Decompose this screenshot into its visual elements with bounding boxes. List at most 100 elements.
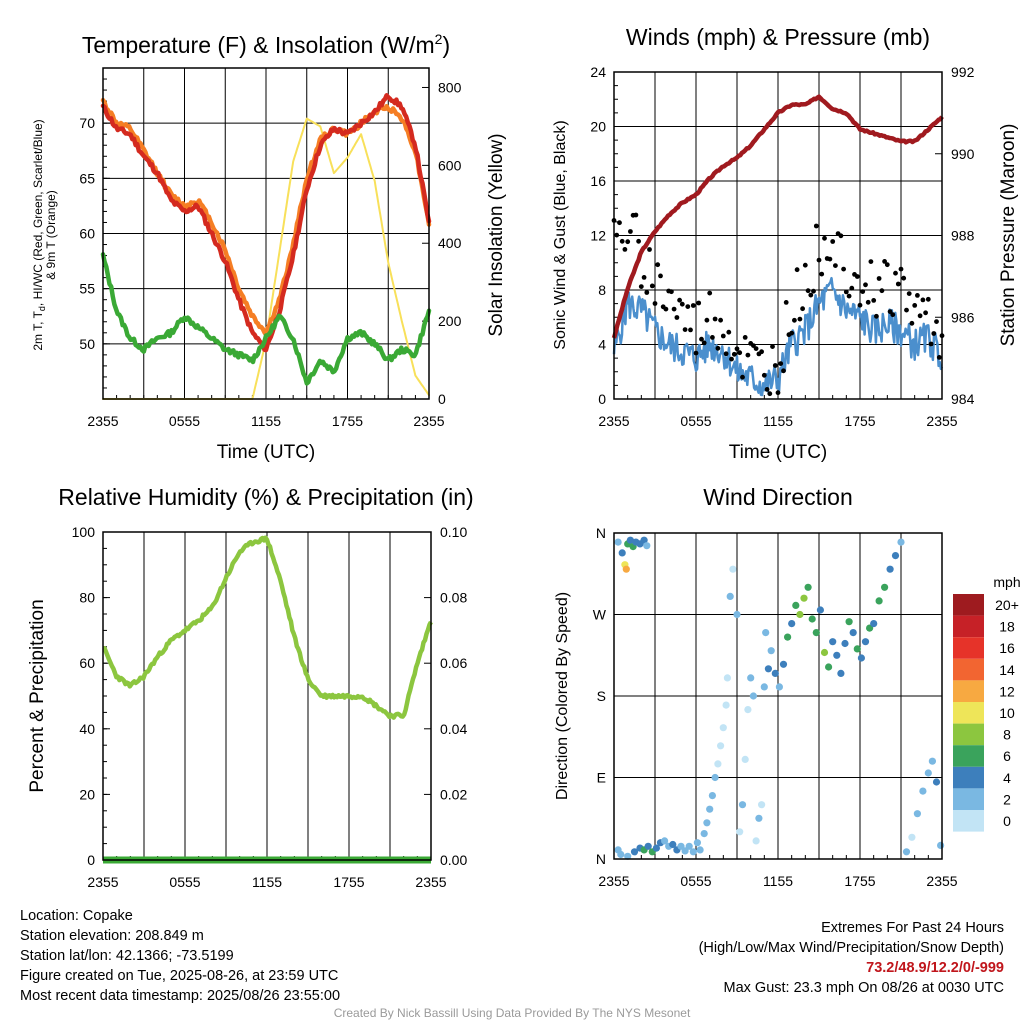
gust-point (874, 313, 879, 319)
gust-point (761, 372, 767, 378)
wind-direction-point (693, 839, 702, 847)
wind-direction-point (808, 615, 816, 623)
gust-point (846, 293, 852, 299)
speed-legend-swatch (953, 680, 984, 702)
wind-direction-point (932, 778, 941, 786)
wind-direction-point (845, 618, 853, 626)
temperature-ylabel-line2: & 9m T (Orange) (44, 190, 58, 280)
wind-ytick-label: 8 (598, 282, 606, 298)
wind-direction-point (630, 848, 639, 856)
humidity-plot-frame (102, 531, 432, 861)
speed-legend-swatch (953, 788, 984, 810)
wind-direction-point (711, 773, 719, 782)
wind-direction-point (747, 674, 755, 682)
wind-direction-point (816, 606, 825, 614)
dir-xtick-label: 1755 (844, 873, 875, 889)
gust-point (649, 283, 655, 289)
wind-direction-point (617, 850, 625, 859)
gust-point (800, 306, 805, 312)
wind-direction-point (652, 844, 661, 852)
rh-xtick-label: 1155 (252, 874, 282, 890)
temperature-plot-frame (102, 67, 430, 400)
gust-point (669, 289, 674, 295)
gust-point (778, 361, 784, 366)
gust-point (904, 307, 909, 313)
gust-point (740, 374, 745, 380)
wind-direction-point (618, 549, 626, 557)
speed-legend-label: 18 (999, 619, 1015, 635)
gust-point (797, 316, 803, 322)
dir-xtick-label: 0555 (680, 873, 711, 889)
wind-direction-point (733, 610, 741, 619)
recent-timestamp: Most recent data timestamp: 2025/08/26 2… (20, 988, 341, 1004)
rh-ytick-label: 60 (79, 655, 95, 671)
rh-y2tick-label: 0.08 (440, 590, 467, 606)
wind-direction-point (881, 583, 889, 591)
gust-point (710, 335, 715, 340)
wind-direction-point (841, 639, 849, 648)
gust-point (617, 220, 622, 226)
gust-point (704, 317, 710, 323)
rh-y2tick-label: 0.02 (440, 786, 467, 802)
wind-direction-point (796, 610, 804, 619)
gust-point (701, 340, 707, 346)
gust-point (674, 315, 680, 320)
wind-ytick-label: 0 (598, 391, 606, 407)
wind-direction-point (744, 706, 752, 714)
wind-direction-point (726, 592, 734, 601)
speed-legend-swatch (953, 615, 984, 638)
gust-point (854, 274, 860, 279)
dir-ytick-label: W (593, 607, 607, 623)
wind-direction-point (897, 538, 905, 546)
speed-legend-label: 6 (1003, 748, 1011, 764)
gust-point (890, 312, 896, 318)
wind-direction-point (640, 536, 648, 544)
gust-point (898, 266, 904, 272)
speed-legend-label: 20+ (995, 597, 1019, 613)
gust-point (925, 296, 931, 302)
dir-ytick-label: S (597, 688, 606, 704)
wind-direction-point (857, 654, 866, 662)
rh-y2tick-label: 0.10 (440, 524, 467, 540)
wind-direction-point (736, 828, 744, 836)
dir-xtick-label: 1155 (763, 873, 793, 889)
speed-legend-swatch (953, 658, 984, 681)
temperature-xlabel: Time (UTC) (217, 442, 316, 463)
gust-point (685, 304, 691, 309)
wind-direction-point (804, 583, 812, 591)
gust-point (928, 341, 934, 347)
temp-ytick-label: 60 (79, 226, 95, 242)
wind-direction-point (717, 742, 725, 750)
gust-point (731, 351, 737, 357)
gust-point (690, 303, 696, 308)
humidity-title: Relative Humidity (%) & Precipitation (i… (58, 484, 473, 510)
extremes-block: Extremes For Past 24 Hours (High/Low/Max… (699, 918, 1004, 998)
gust-point (745, 352, 751, 358)
speed-legend-swatch (953, 745, 984, 767)
humidity-ylabel: Percent & Precipitation (27, 599, 48, 792)
gust-point (934, 319, 939, 324)
wind-ytick-label: 24 (590, 64, 606, 80)
wind-direction-point (849, 629, 857, 637)
gust-point (794, 267, 800, 273)
gust-point (783, 300, 789, 305)
wind-direction-point (767, 647, 775, 655)
gust-point (742, 335, 748, 340)
wind-direction-point (703, 819, 711, 827)
gust-point (641, 275, 647, 280)
gust-point (679, 301, 685, 307)
gust-point (628, 229, 633, 234)
gust-point (682, 327, 688, 332)
speed-legend-swatch (953, 702, 984, 724)
dir-xtick-label: 2355 (598, 873, 629, 889)
station-location: Location: Copake (20, 908, 133, 924)
gust-point (893, 270, 898, 276)
wind-direction-title: Wind Direction (703, 484, 853, 510)
gust-point (876, 276, 882, 281)
winds-series (611, 94, 945, 397)
wind-direction-point (708, 792, 717, 800)
gust-point (923, 310, 928, 316)
gust-point (860, 289, 866, 294)
wind-xtick-label: 2355 (926, 413, 957, 429)
max-gust: Max Gust: 23.3 mph On 08/26 at 0030 UTC (723, 980, 1004, 996)
